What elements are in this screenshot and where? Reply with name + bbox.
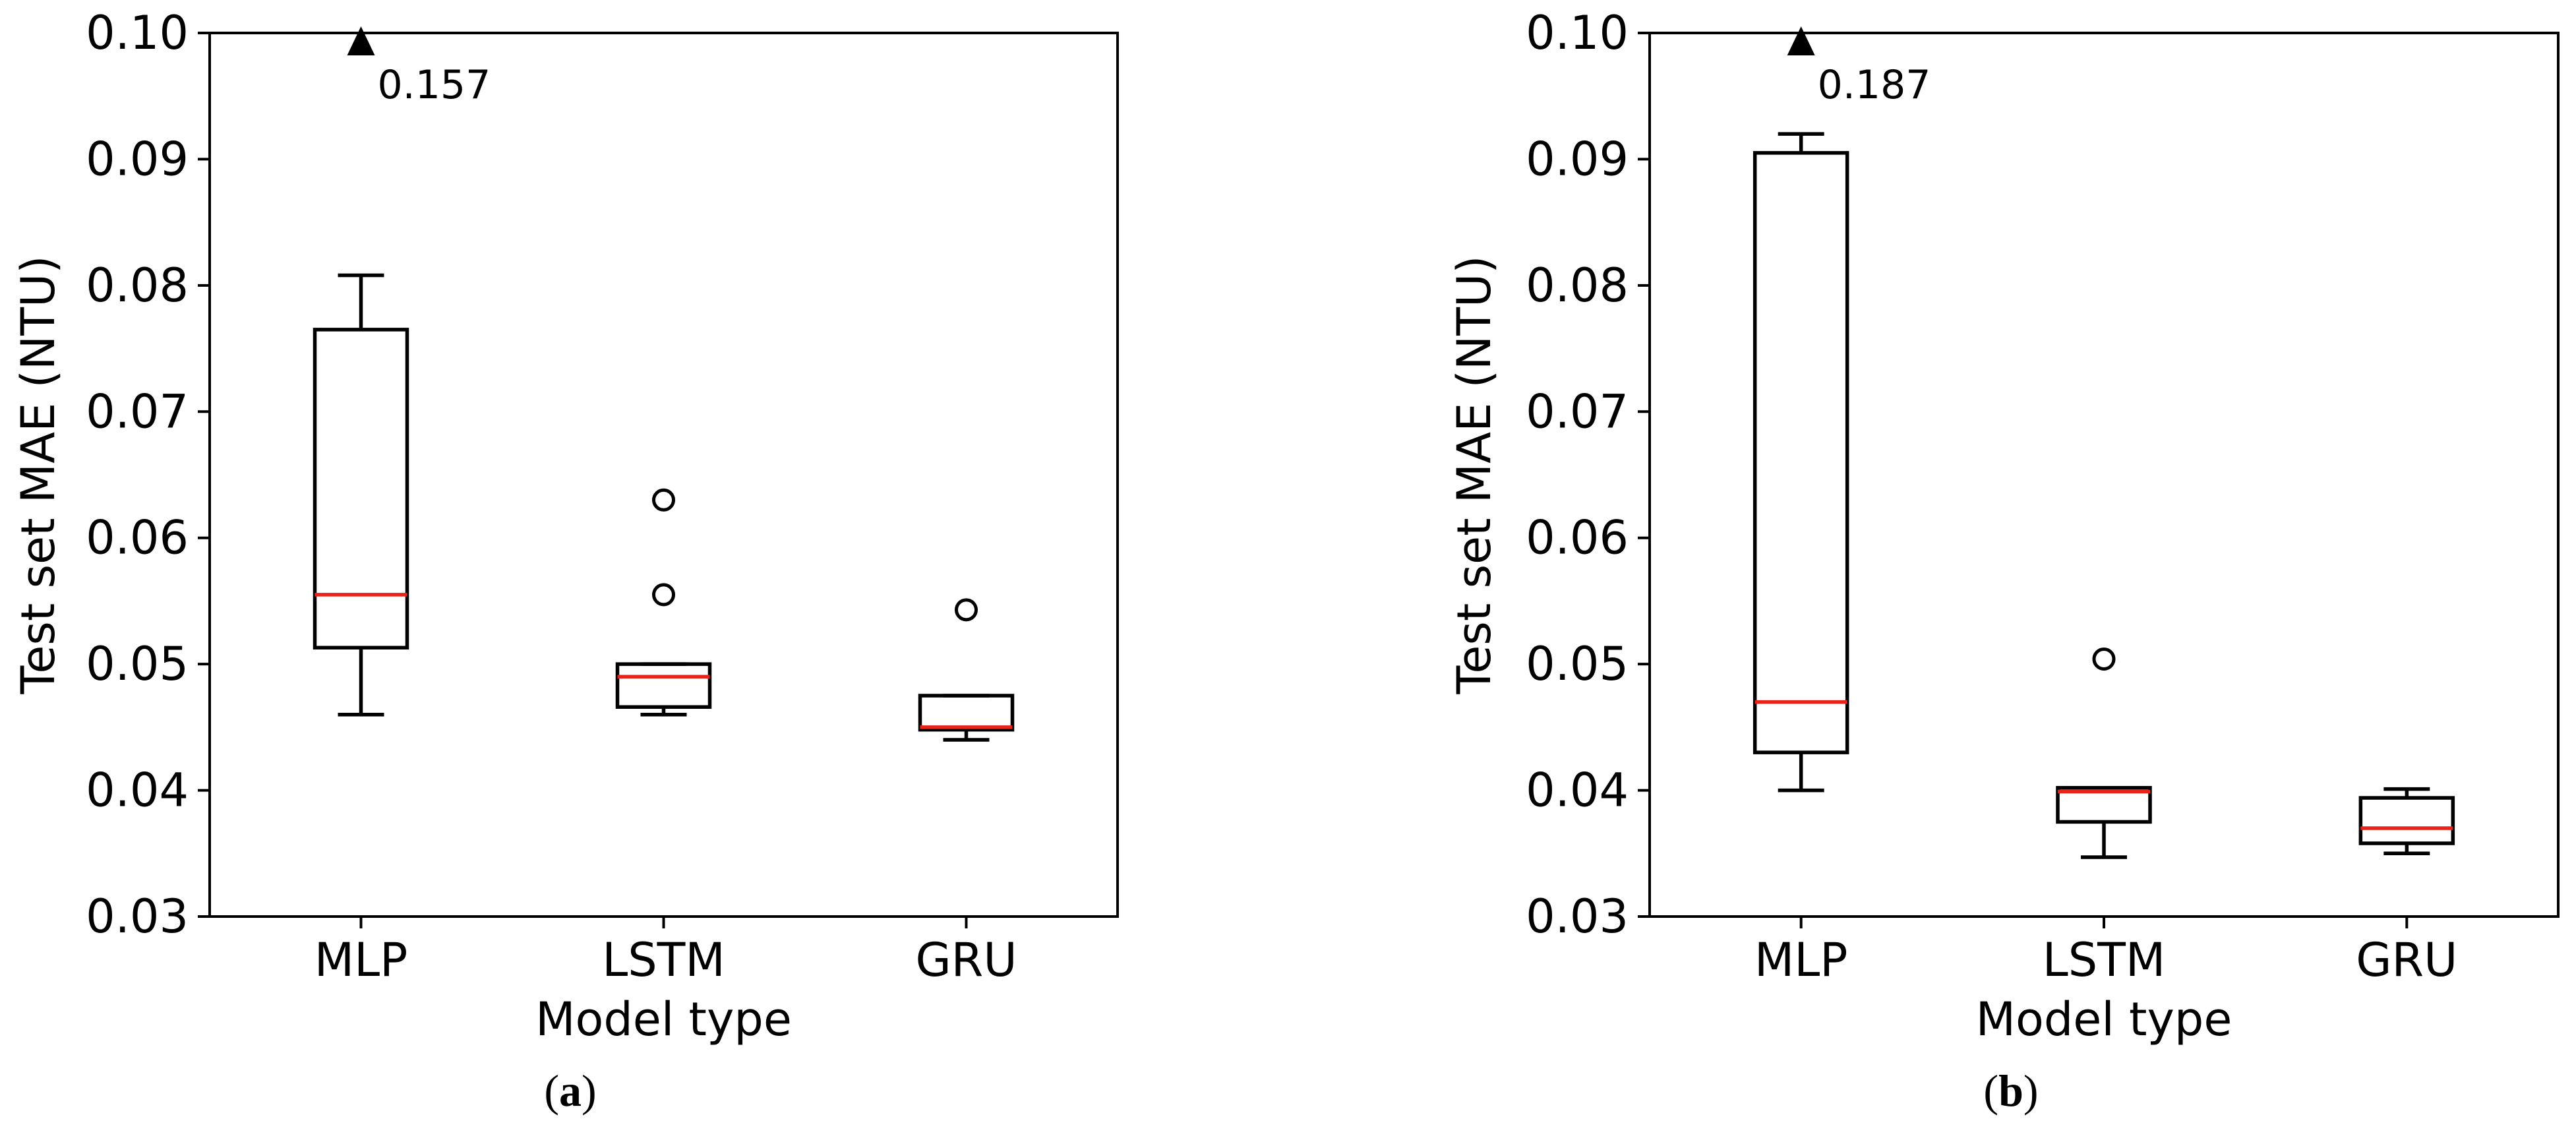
y-tick-label: 0.06 <box>86 511 189 565</box>
y-tick-label: 0.08 <box>86 258 189 313</box>
lstm-outlier-point <box>652 488 675 512</box>
panel-b-label: b <box>1998 1066 2023 1116</box>
y-tick-label: 0.04 <box>1526 764 1629 818</box>
y-tick-label: 0.05 <box>1526 637 1629 691</box>
plot-frame <box>208 32 1119 918</box>
lstm-box <box>2056 785 2152 824</box>
gru-outlier-point <box>955 598 978 622</box>
plot-frame <box>1648 32 2560 918</box>
y-tick-label: 0.04 <box>86 764 189 818</box>
mlp-box <box>1752 151 1849 754</box>
chart-b-svg: 0.03 0.04 0.05 0.06 0.07 0.08 0.09 0.10 Test set… <box>1447 6 2560 1046</box>
y-axis-label: Test set MAE (NTU) <box>1447 255 1501 694</box>
mlp-offscale-marker <box>347 26 375 55</box>
mlp-offscale-label: 0.187 <box>1818 62 1931 108</box>
gru-box <box>2358 796 2455 845</box>
chart-panel-a: 0.03 0.04 0.05 0.06 0.07 0.08 0.09 0.10 Test set… <box>11 6 1119 1116</box>
y-tick-label: 0.03 <box>86 890 189 944</box>
y-tick-label: 0.03 <box>1526 890 1629 944</box>
y-tick-label: 0.07 <box>1526 384 1629 438</box>
y-tick-label: 0.08 <box>1526 258 1629 313</box>
lstm-outlier-point <box>652 583 675 607</box>
x-axis-label: Model type <box>1976 992 2232 1046</box>
y-tick-label: 0.07 <box>86 384 189 438</box>
x-tick-label-gru: GRU <box>2356 933 2457 987</box>
x-tick-label-gru: GRU <box>915 933 1017 987</box>
panel-b-caption: (b) <box>1983 1066 2039 1116</box>
mlp-offscale-label: 0.157 <box>378 62 491 108</box>
y-tick-label: 0.10 <box>1526 6 1629 60</box>
mlp-offscale-marker <box>1787 26 1815 55</box>
x-tick-label-mlp: MLP <box>315 933 408 987</box>
x-tick-label-mlp: MLP <box>1754 933 1848 987</box>
lstm-outlier-point <box>2092 647 2116 671</box>
gru-box <box>918 694 1015 732</box>
y-tick-label: 0.06 <box>1526 511 1629 565</box>
y-tick-label: 0.09 <box>86 132 189 186</box>
y-tick-label: 0.10 <box>86 6 189 60</box>
lstm-box <box>615 662 712 709</box>
y-tick-label: 0.05 <box>86 637 189 691</box>
mlp-box <box>313 328 409 650</box>
chart-a-svg: 0.03 0.04 0.05 0.06 0.07 0.08 0.09 0.10 Test set… <box>11 6 1119 1046</box>
x-tick-label-lstm: LSTM <box>602 933 725 987</box>
y-axis-label: Test set MAE (NTU) <box>11 255 65 694</box>
chart-panel-b: 0.03 0.04 0.05 0.06 0.07 0.08 0.09 0.10 Test set… <box>1437 0 2576 1146</box>
panel-a-caption: (a) <box>544 1066 597 1116</box>
x-tick-label-lstm: LSTM <box>2043 933 2166 987</box>
y-tick-label: 0.09 <box>1526 132 1629 186</box>
x-axis-label: Model type <box>535 992 792 1046</box>
panel-a-label: a <box>559 1066 582 1116</box>
